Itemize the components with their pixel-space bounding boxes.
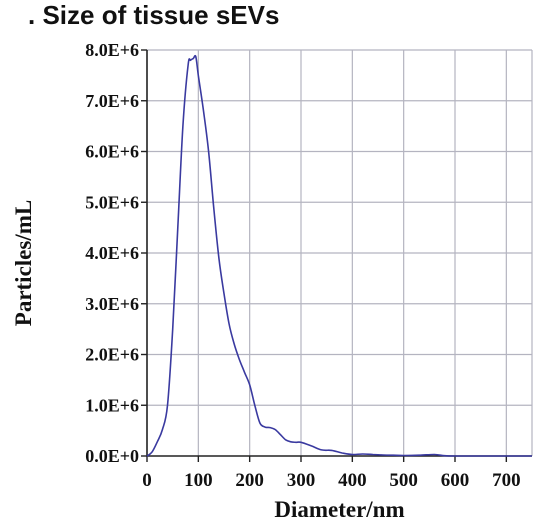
axis-ticks [141,49,508,462]
x-tick-label: 200 [235,470,264,491]
series-line [146,54,532,457]
y-tick-label: 6.0E+6 [85,142,139,162]
grid [147,49,533,456]
y-tick-label: 5.0E+6 [85,192,139,212]
y-tick-label: 4.0E+6 [85,243,139,263]
y-tick-labels: 0.0E+0 1.0E+6 2.0E+6 3.0E+6 4.0E+6 5.0E+6 6.0E… [85,40,139,466]
x-tick-label: 100 [184,470,213,491]
y-tick-label: 1.0E+6 [85,395,139,415]
y-tick-label: 0.0E+0 [85,446,139,466]
x-tick-label: 700 [492,470,521,491]
y-tick-label: 8.0E+6 [85,40,139,60]
y-tick-label: 3.0E+6 [85,294,139,314]
y-axis-label: Particles/mL [11,200,36,326]
x-tick-label: 400 [338,470,367,491]
x-tick-label: 300 [287,470,316,491]
x-tick-label: 600 [441,470,470,491]
x-tick-label: 0 [142,470,152,491]
chart-title: . Size of tissue sEVs [28,0,280,30]
x-axis-label: Diameter/nm [274,497,404,522]
x-tick-labels: 0 100 200 300 400 500 600 700 [142,470,520,491]
y-tick-label: 7.0E+6 [85,91,139,111]
x-tick-label: 500 [389,470,418,491]
y-tick-label: 2.0E+6 [85,345,139,365]
